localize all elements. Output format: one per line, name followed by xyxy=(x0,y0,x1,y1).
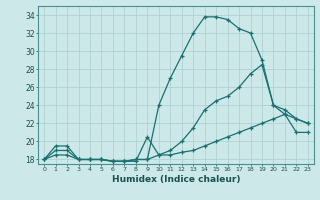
X-axis label: Humidex (Indice chaleur): Humidex (Indice chaleur) xyxy=(112,175,240,184)
